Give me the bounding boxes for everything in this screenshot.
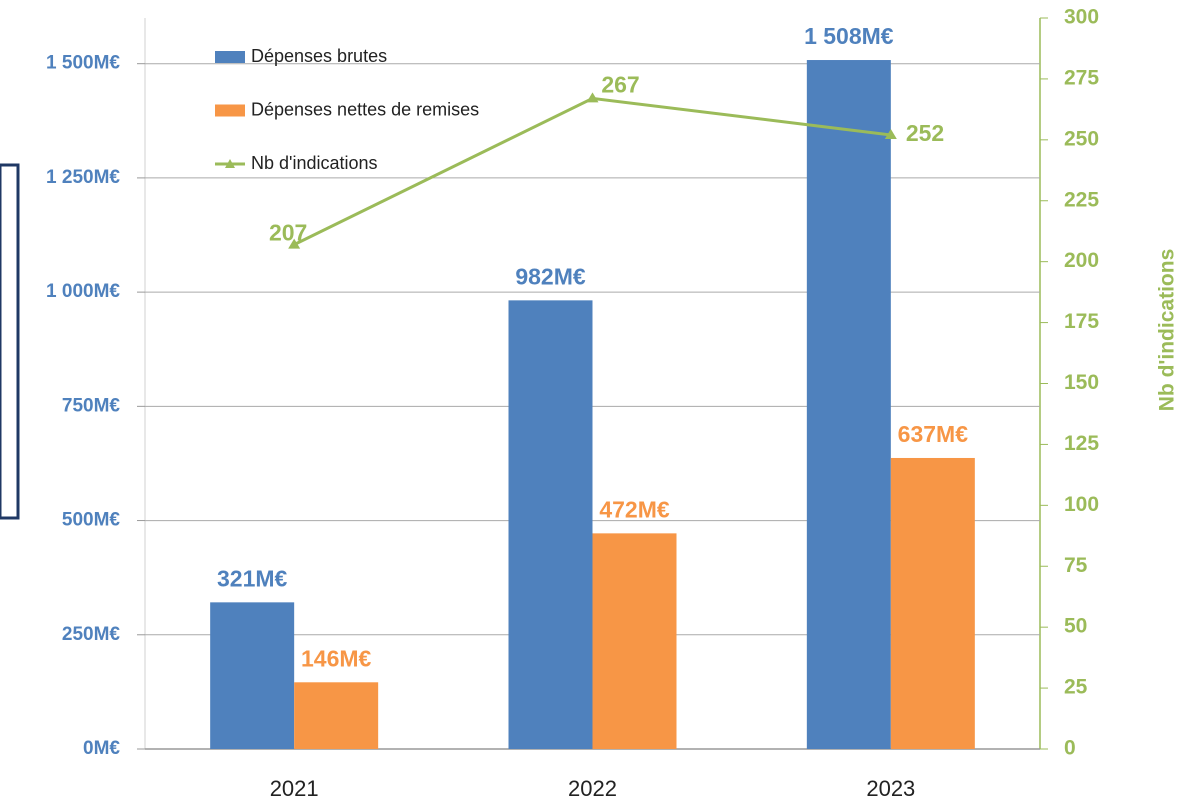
- line: [293, 96, 892, 246]
- y2-tick-label: 300: [1064, 6, 1099, 29]
- legend-label: Dépenses brutes: [251, 46, 387, 66]
- y-tick-label: 1 000M€: [46, 281, 120, 302]
- bar-value-label: 146M€: [301, 645, 372, 671]
- y2-tick-label: 0: [1064, 737, 1076, 760]
- line-value-label: 207: [269, 220, 307, 246]
- y2-tick-label: 50: [1064, 615, 1087, 638]
- bar-value-label: 982M€: [515, 263, 586, 289]
- y2-tick-label: 250: [1064, 127, 1099, 150]
- legend-label: Dépenses nettes de remises: [251, 99, 479, 119]
- line-marker: [288, 238, 301, 249]
- frame-bracket: [0, 163, 20, 520]
- y-tick-label: 0M€: [83, 738, 120, 759]
- x-tick-label: 2022: [568, 776, 617, 801]
- y2-tick-label: 200: [1064, 249, 1099, 272]
- bar: [890, 457, 975, 749]
- legend-label: Nb d'indications: [251, 153, 378, 173]
- y-tick-label: 750M€: [62, 395, 121, 416]
- line-value-label: 252: [906, 120, 944, 146]
- y2-tick-label: 75: [1064, 554, 1088, 577]
- y2-tick-label: 25: [1064, 676, 1088, 699]
- line-marker: [586, 92, 599, 103]
- x-tick-label: 2023: [866, 776, 915, 801]
- legend-swatch: [215, 51, 245, 63]
- y2-tick-label: 100: [1064, 493, 1099, 516]
- y-tick-label: 1 250M€: [46, 167, 120, 188]
- bar: [294, 682, 379, 749]
- y-tick-label: 250M€: [62, 624, 121, 645]
- y2-tick-label: 225: [1064, 188, 1099, 211]
- y2-tick-label: 275: [1064, 66, 1099, 89]
- bar-value-label: 637M€: [898, 421, 969, 447]
- y-tick-label: 500M€: [62, 510, 121, 531]
- bar: [210, 602, 295, 749]
- bar-value-label: 321M€: [217, 565, 288, 591]
- y-tick-label: 1 500M€: [46, 53, 120, 74]
- line-marker: [884, 128, 897, 139]
- y2-tick-label: 125: [1064, 432, 1099, 455]
- y2-tick-label: 175: [1064, 310, 1099, 333]
- bar-value-label: 472M€: [599, 496, 670, 522]
- bar-value-label: 1 508M€: [804, 23, 894, 49]
- y2-axis-title: Nb d'indications: [1156, 249, 1179, 412]
- bar: [592, 533, 677, 749]
- y2-tick-label: 150: [1064, 371, 1099, 394]
- x-tick-label: 2021: [270, 776, 319, 801]
- line-value-label: 267: [601, 71, 639, 97]
- bar: [806, 60, 891, 750]
- legend-swatch-marker: [225, 159, 235, 168]
- bar: [508, 300, 593, 749]
- legend-swatch: [215, 104, 245, 117]
